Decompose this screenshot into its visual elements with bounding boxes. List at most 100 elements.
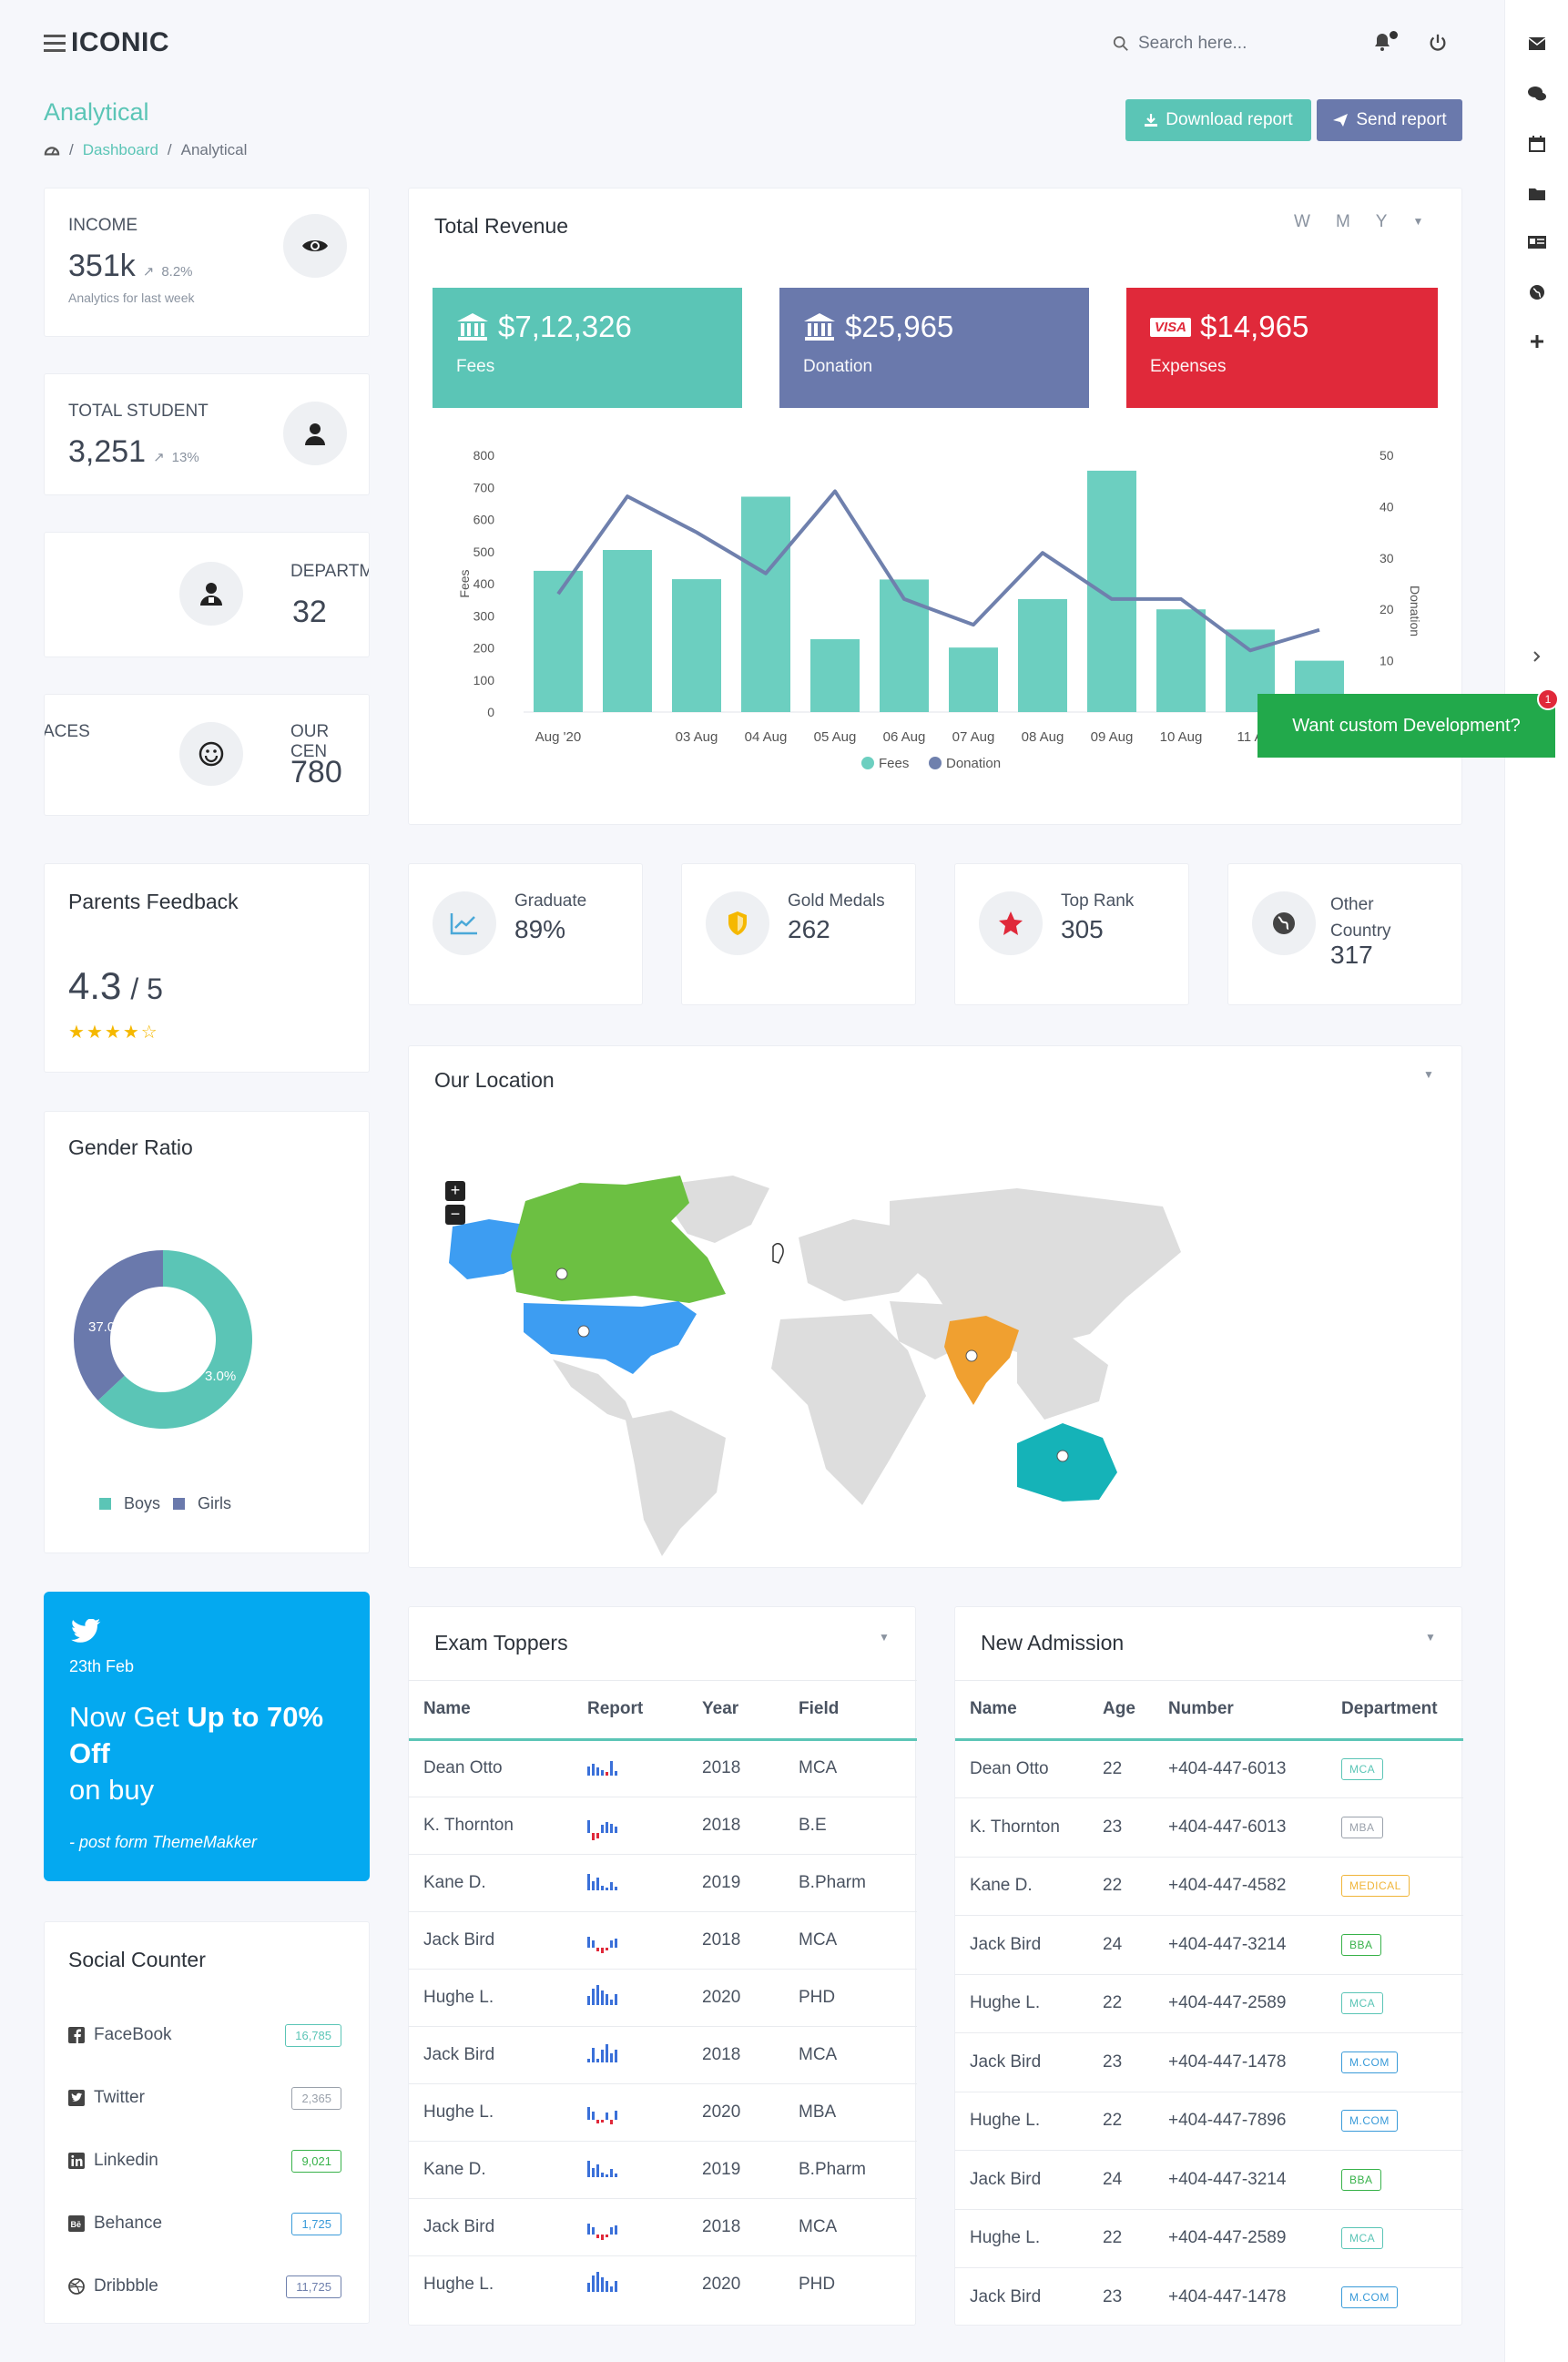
breadcrumb-dashboard-link[interactable]: Dashboard: [82, 141, 158, 158]
department-badge: MBA: [1341, 1816, 1383, 1838]
notification-bell-icon[interactable]: [1371, 31, 1399, 58]
col-name[interactable]: Name: [423, 1699, 471, 1719]
globe-icon: [1252, 891, 1316, 955]
table-row[interactable]: K. Thornton 23 +404-447-6013 MBA: [955, 1797, 1463, 1857]
table-row[interactable]: Hughe L. 2020 PHD: [409, 2255, 917, 2313]
twitter-card[interactable]: 23th Feb Now Get Up to 70% Off on buy - …: [44, 1592, 370, 1881]
table-row[interactable]: Hughe L. 2020 MBA: [409, 2082, 917, 2141]
calendar-icon[interactable]: [1525, 132, 1549, 156]
chevron-down-icon[interactable]: ▼: [1412, 215, 1424, 228]
student-name: Jack Bird: [955, 1915, 1088, 1974]
x-tick-label: 07 Aug: [952, 729, 995, 745]
other-country-label-line1: Other: [1330, 895, 1374, 914]
svg-text:Bē: Bē: [71, 2220, 82, 2229]
map-usa[interactable]: [524, 1301, 697, 1374]
student-name: K. Thornton: [409, 1796, 573, 1854]
id-card-icon[interactable]: [1525, 230, 1549, 254]
plus-icon[interactable]: [1525, 330, 1549, 353]
facebook-icon: [68, 2027, 85, 2043]
map-india[interactable]: [944, 1316, 1019, 1405]
other-country-label: Other Country: [1330, 891, 1391, 944]
table-row[interactable]: Jack Bird 2018 MCA: [409, 2025, 917, 2083]
table-row[interactable]: Hughe L. 22 +404-447-7896 M.COM: [955, 2091, 1463, 2151]
map-africa[interactable]: [771, 1314, 926, 1505]
table-row[interactable]: Hughe L. 2020 PHD: [409, 1968, 917, 2026]
send-report-button[interactable]: Send report: [1317, 99, 1462, 141]
mail-icon[interactable]: [1525, 32, 1549, 56]
table-row[interactable]: Jack Bird 2018 MCA: [409, 2197, 917, 2255]
social-row-dribbble[interactable]: Dribbble 11,725: [68, 2268, 341, 2305]
chat-icon[interactable]: [1525, 82, 1549, 106]
table-row[interactable]: Jack Bird 23 +404-447-1478 M.COM: [955, 2032, 1463, 2092]
search-input[interactable]: Search here...: [1138, 34, 1247, 53]
centers-card: ACES OUR CEN 780: [44, 694, 370, 816]
y-tick-label: 700: [473, 480, 495, 494]
map-mexico[interactable]: [553, 1359, 635, 1423]
table-row[interactable]: K. Thornton 2018 B.E: [409, 1796, 917, 1854]
download-report-label: Download report: [1166, 110, 1293, 129]
y-tick-label: 800: [473, 448, 495, 463]
download-report-button[interactable]: Download report: [1125, 99, 1311, 141]
zoom-in-button[interactable]: +: [445, 1181, 465, 1201]
col-number[interactable]: Number: [1168, 1699, 1234, 1719]
dribbble-icon: [68, 2278, 85, 2295]
donut-slice-boys[interactable]: [97, 1250, 253, 1429]
folder-icon[interactable]: [1525, 182, 1549, 206]
table-row[interactable]: Hughe L. 22 +404-447-2589 MCA: [955, 1973, 1463, 2033]
table-row[interactable]: Dean Otto 2018 MCA: [409, 1738, 917, 1797]
chevron-down-icon[interactable]: ▼: [1425, 1631, 1436, 1644]
social-row-facebook[interactable]: FaceBook 16,785: [68, 2017, 341, 2053]
brand-logo[interactable]: ICONIC: [71, 27, 169, 57]
menu-icon[interactable]: [44, 35, 66, 53]
map-australia[interactable]: [1017, 1423, 1117, 1502]
power-icon[interactable]: [1428, 33, 1448, 57]
map-southeast-asia[interactable]: [1017, 1338, 1108, 1420]
map-south-america[interactable]: [626, 1410, 726, 1556]
tab-week[interactable]: W: [1294, 212, 1310, 231]
fees-label: Fees: [456, 357, 495, 376]
zoom-out-button[interactable]: −: [445, 1205, 465, 1225]
table-row[interactable]: Kane D. 22 +404-447-4582 MEDICAL: [955, 1856, 1463, 1916]
table-row[interactable]: Kane D. 2019 B.Pharm: [409, 1853, 917, 1911]
top-rank-card: Top Rank 305: [954, 863, 1189, 1005]
gender-title: Gender Ratio: [68, 1135, 193, 1159]
donut-slice-girls[interactable]: [74, 1250, 163, 1401]
social-row-twitter[interactable]: Twitter 2,365: [68, 2080, 341, 2116]
tab-month[interactable]: M: [1335, 212, 1350, 231]
table-row[interactable]: Jack Bird 24 +404-447-3214 BBA: [955, 1915, 1463, 1974]
student-name: Hughe L.: [409, 2082, 573, 2141]
twitter-icon: [68, 2090, 85, 2106]
table-row[interactable]: Hughe L. 22 +404-447-2589 MCA: [955, 2208, 1463, 2268]
col-field[interactable]: Field: [799, 1699, 840, 1719]
map-asia[interactable]: [890, 1188, 1181, 1352]
custom-development-button[interactable]: Want custom Development? 1: [1257, 688, 1559, 758]
search-box[interactable]: Search here...: [1113, 29, 1331, 58]
table-row[interactable]: Jack Bird 2018 MCA: [409, 1910, 917, 1969]
dashboard-icon[interactable]: [44, 143, 60, 158]
chevron-down-icon[interactable]: ▼: [879, 1631, 890, 1644]
table-row[interactable]: Dean Otto 22 +404-447-6013 MCA: [955, 1738, 1463, 1798]
graduate-card: Graduate 89%: [408, 863, 643, 1005]
dribbble-count: 11,725: [286, 2275, 341, 2298]
col-department[interactable]: Department: [1341, 1699, 1438, 1719]
chevron-right-icon[interactable]: [1525, 645, 1549, 668]
department-icon: [179, 562, 243, 626]
table-row[interactable]: Jack Bird 23 +404-447-1478 M.COM: [955, 2267, 1463, 2326]
world-map[interactable]: [434, 1165, 1254, 1556]
map-greenland[interactable]: [669, 1176, 769, 1243]
tab-year[interactable]: Y: [1375, 212, 1388, 231]
map-marker-icon[interactable]: [772, 1243, 784, 1264]
twitter-date: 23th Feb: [69, 1657, 135, 1675]
col-year[interactable]: Year: [702, 1699, 739, 1719]
social-row-behance[interactable]: Bē Behance 1,725: [68, 2205, 341, 2242]
map-alaska[interactable]: [449, 1219, 531, 1279]
col-report[interactable]: Report: [587, 1699, 644, 1719]
table-row[interactable]: Kane D. 2019 B.Pharm: [409, 2140, 917, 2198]
col-name[interactable]: Name: [970, 1699, 1017, 1719]
globe-icon[interactable]: [1525, 280, 1549, 304]
social-row-linkedin[interactable]: Linkedin 9,021: [68, 2143, 341, 2179]
student-name: Hughe L.: [409, 1968, 573, 2026]
table-row[interactable]: Jack Bird 24 +404-447-3214 BBA: [955, 2150, 1463, 2209]
chevron-down-icon[interactable]: ▼: [1423, 1068, 1434, 1081]
col-age[interactable]: Age: [1103, 1699, 1135, 1719]
